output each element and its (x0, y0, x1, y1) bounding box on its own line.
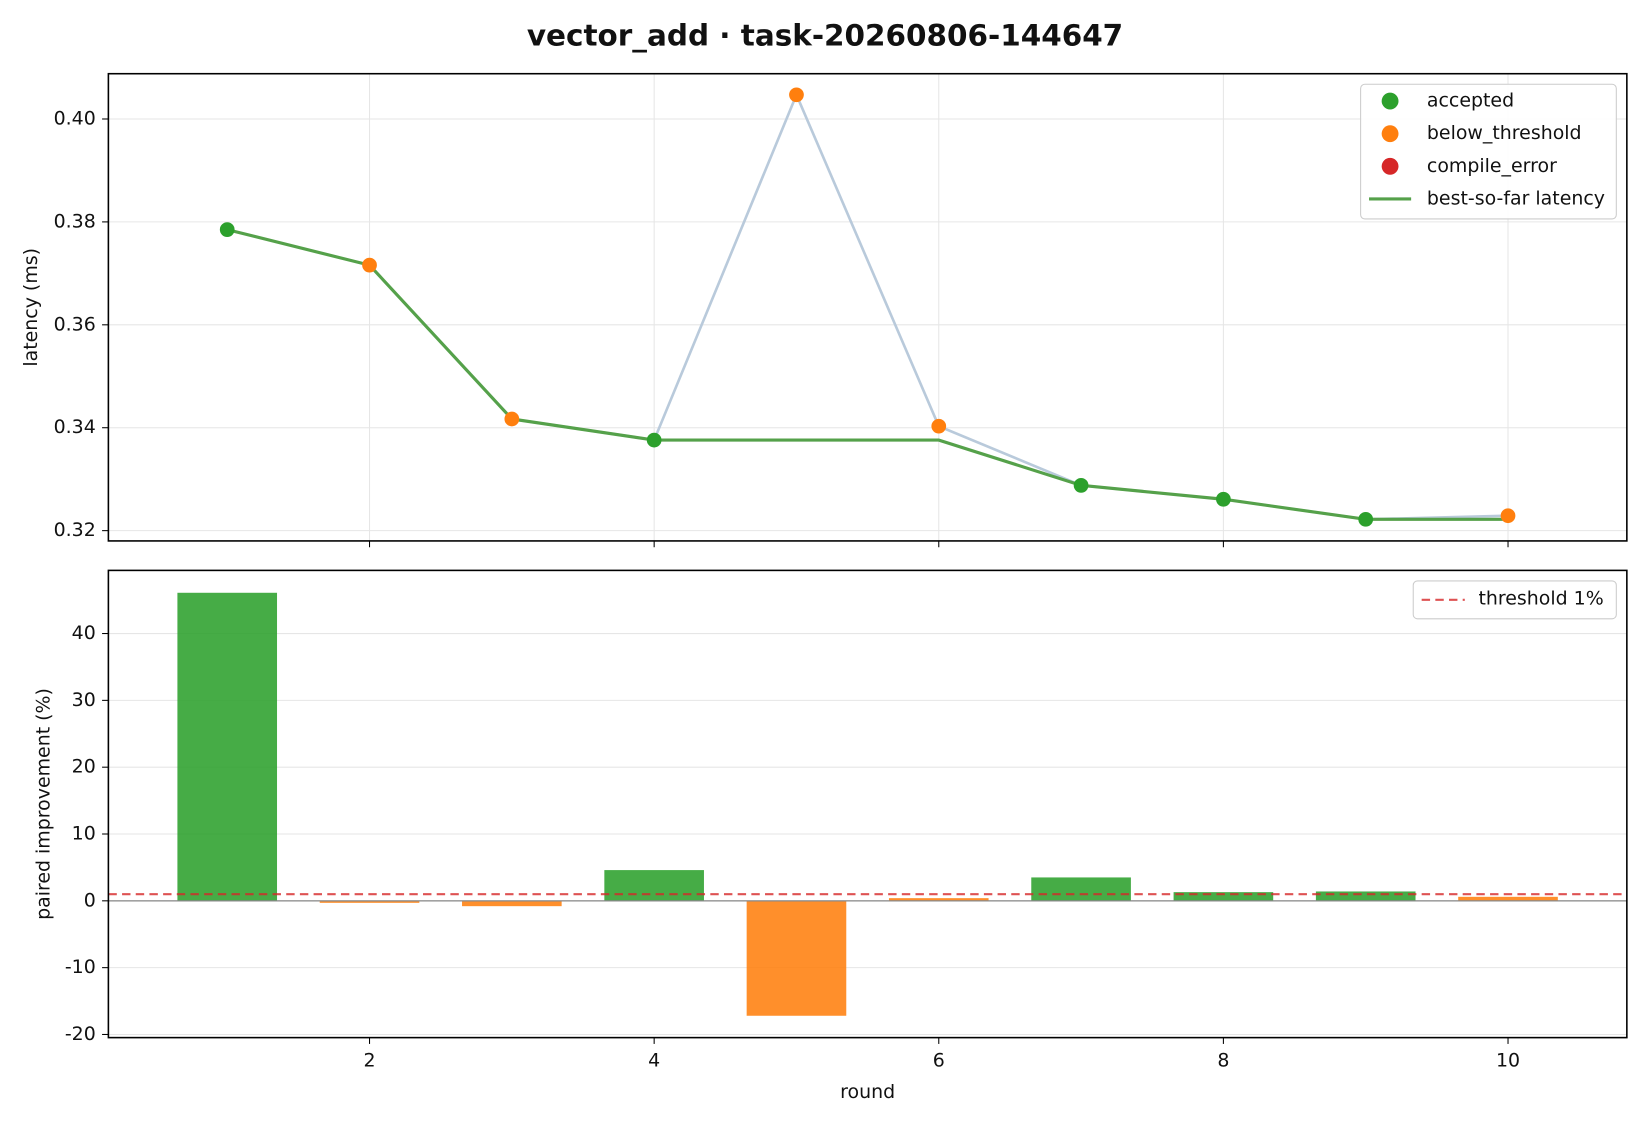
latency-point (646, 432, 662, 448)
y-tick-label: 0.36 (54, 313, 96, 335)
y-tick-label: -20 (65, 1023, 96, 1045)
legend-box (1412, 580, 1617, 620)
bar (1173, 892, 1274, 901)
y-tick-label: 20 (72, 756, 96, 778)
legend-label: below_threshold (1427, 122, 1582, 144)
y-tick-label: 0 (84, 889, 96, 911)
legend-box (1360, 83, 1617, 220)
bar (462, 900, 562, 907)
latency-point (504, 411, 520, 427)
y-tick-label: 30 (72, 689, 96, 711)
legend-marker (1381, 92, 1399, 110)
y-tick-label: 0.34 (54, 416, 96, 438)
bar (604, 870, 704, 901)
latency-point (362, 257, 377, 273)
x-tick-label: 2 (363, 1049, 375, 1071)
axes-frame (107, 72, 1628, 542)
best-so-far-line (226, 228, 1509, 521)
y-tick-label: 0.38 (54, 210, 96, 232)
legend-label: compile_error (1427, 155, 1557, 177)
x-tick-label: 8 (1217, 1049, 1229, 1071)
bar (1031, 877, 1131, 901)
y-tick-label: -10 (65, 956, 96, 978)
x-tick-label: 10 (1496, 1049, 1520, 1071)
legend-marker (1381, 157, 1399, 175)
bar (1315, 891, 1416, 901)
figure-title: vector_add · task-20260806-144647 (527, 18, 1123, 52)
axes-frame (107, 569, 1628, 1039)
y-tick-label: 0.32 (54, 519, 96, 541)
latency-line (226, 91, 1509, 521)
y-axis-label: latency (ms) (20, 248, 42, 367)
legend-marker (1381, 125, 1399, 143)
latency-point (789, 87, 804, 103)
bar (177, 592, 278, 901)
legend-label: best-so-far latency (1427, 187, 1605, 209)
bar (1458, 896, 1558, 901)
y-axis-label: paired improvement (%) (33, 688, 55, 920)
x-axis-label: round (840, 1081, 895, 1103)
y-tick-label: 40 (72, 622, 96, 644)
latency-point (1358, 511, 1374, 527)
legend-label: accepted (1427, 90, 1514, 112)
bar (319, 900, 420, 903)
y-tick-label: 10 (72, 823, 96, 845)
latency-point (1500, 508, 1516, 524)
bar (746, 900, 847, 1016)
latency-point (219, 222, 235, 237)
x-tick-label: 6 (933, 1049, 945, 1071)
legend-label: threshold 1% (1478, 587, 1603, 609)
bar (888, 898, 989, 901)
latency-point (931, 418, 947, 434)
latency-point (1073, 477, 1089, 493)
x-tick-label: 4 (648, 1049, 660, 1071)
y-tick-label: 0.40 (54, 107, 96, 129)
latency-point (1216, 491, 1231, 507)
